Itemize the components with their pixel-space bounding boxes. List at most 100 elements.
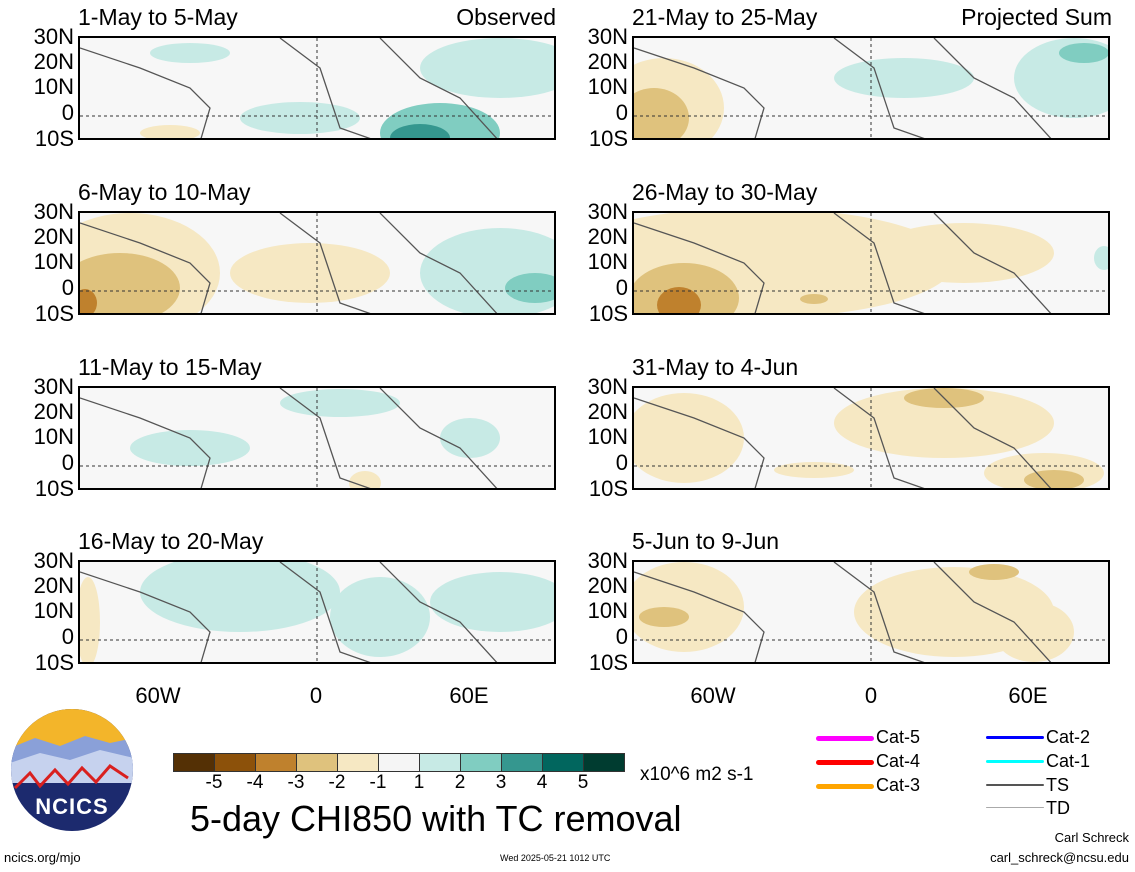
legend-line <box>816 760 874 765</box>
anomaly-field <box>80 38 554 138</box>
y-tick-label: 10S <box>588 301 628 326</box>
x-tick-label: 0 <box>864 683 878 708</box>
y-tick-label: 10N <box>587 74 628 99</box>
logo-graphic <box>11 709 133 831</box>
map-panel: 5-Jun to 9-Jun <box>632 528 1110 664</box>
x-tick-label: 0 <box>309 683 323 708</box>
map-panel: 21-May to 25-May Projected Sum <box>632 4 1112 140</box>
colorbar-tick: 2 <box>454 772 466 793</box>
main-title: 5-day CHI850 with TC removal <box>190 798 682 839</box>
colorbar-tick: 1 <box>413 772 425 793</box>
y-tick-label: 10N <box>587 598 628 623</box>
legend-line <box>986 807 1044 808</box>
panel-title: 11-May to 15-May <box>78 354 262 380</box>
anomaly-field <box>634 38 1108 138</box>
colorbar-tick: 4 <box>536 772 548 793</box>
legend-label: Cat-1 <box>1046 751 1091 771</box>
panel-title: 1-May to 5-May <box>78 4 238 30</box>
footer-email: carl_schreck@ncsu.edu <box>990 850 1129 865</box>
colorbar-cell <box>378 753 420 772</box>
footer-url: ncics.org/mjo <box>4 850 81 865</box>
anomaly-field <box>80 388 554 488</box>
anomaly-field <box>634 213 1108 313</box>
y-tick-label: 30N <box>587 374 628 399</box>
map-plot <box>632 386 1110 490</box>
y-tick-label: 10N <box>587 249 628 274</box>
colorbar-cell <box>337 753 379 772</box>
legend-line <box>816 784 874 789</box>
panel-tag: Observed <box>456 4 556 30</box>
y-tick-label: 0 <box>615 100 628 125</box>
y-tick-label: 10N <box>33 598 74 623</box>
y-tick-label: 10S <box>588 650 628 675</box>
legend-label: Cat-2 <box>1046 727 1091 747</box>
x-tick-label: 60W <box>690 683 736 708</box>
map-panel: 11-May to 15-May <box>78 354 556 490</box>
legend-line <box>986 736 1044 739</box>
legend-line <box>986 784 1044 786</box>
map-plot <box>78 211 556 315</box>
y-tick-label: 30N <box>33 548 74 573</box>
y-tick-label: 0 <box>615 275 628 300</box>
colorbar-tick: -4 <box>246 772 264 793</box>
y-tick-label: 20N <box>587 573 628 598</box>
panel-title: 26-May to 30-May <box>632 179 818 205</box>
map-plot <box>78 386 556 490</box>
panel-title: 16-May to 20-May <box>78 528 264 554</box>
panel-title: 21-May to 25-May <box>632 4 818 30</box>
legend-label: TS <box>1046 775 1070 795</box>
x-tick-label: 60E <box>1008 683 1048 708</box>
map-panel: 1-May to 5-May Observed <box>78 4 556 140</box>
colorbar-cell <box>419 753 461 772</box>
y-tick-label: 30N <box>33 199 74 224</box>
y-tick-label: 20N <box>33 573 74 598</box>
y-tick-label: 0 <box>615 450 628 475</box>
y-tick-label: 20N <box>587 49 628 74</box>
colorbar-cell <box>583 753 625 772</box>
panel-title: 5-Jun to 9-Jun <box>632 528 780 554</box>
colorbar-cell <box>542 753 584 772</box>
map-plot <box>78 560 556 664</box>
colorbar-cell <box>255 753 297 772</box>
colorbar-tick: -5 <box>205 772 223 793</box>
y-tick-label: 0 <box>61 450 74 475</box>
y-tick-label: 30N <box>587 548 628 573</box>
map-plot <box>632 36 1110 140</box>
y-tick-label: 30N <box>587 24 628 49</box>
colorbar-tick: -3 <box>287 772 305 793</box>
legend-label: TD <box>1046 798 1070 818</box>
anomaly-field <box>634 562 1108 662</box>
map-plot <box>632 560 1110 664</box>
y-tick-label: 0 <box>61 100 74 125</box>
anomaly-field <box>634 388 1108 488</box>
map-panel: 6-May to 10-May <box>78 179 556 315</box>
y-tick-label: 30N <box>587 199 628 224</box>
y-tick-label: 10S <box>34 476 74 501</box>
y-tick-label: 0 <box>61 275 74 300</box>
map-panel: 16-May to 20-May <box>78 528 556 664</box>
y-tick-label: 10S <box>34 126 74 151</box>
y-tick-label: 20N <box>33 399 74 424</box>
legend-line <box>986 760 1044 763</box>
y-tick-label: 30N <box>33 24 74 49</box>
footer-author: Carl Schreck <box>1054 830 1129 845</box>
map-panel: 26-May to 30-May <box>632 179 1110 315</box>
map-panel: 31-May to 4-Jun <box>632 354 1110 490</box>
ncics-logo: NCICS <box>10 708 134 832</box>
y-tick-label: 0 <box>61 624 74 649</box>
y-tick-label: 10N <box>33 424 74 449</box>
colorbar-tick: 5 <box>577 772 589 793</box>
legend-label: Cat-4 <box>876 751 921 771</box>
y-tick-label: 10N <box>33 74 74 99</box>
logo-text: NCICS <box>35 794 109 819</box>
y-tick-label: 10S <box>34 301 74 326</box>
colorbar-cell <box>460 753 502 772</box>
panel-tag: Projected Sum <box>961 4 1112 30</box>
colorbar-cell <box>296 753 338 772</box>
legend-label: Cat-5 <box>876 727 921 747</box>
y-tick-label: 20N <box>33 49 74 74</box>
map-plot <box>632 211 1110 315</box>
y-tick-label: 20N <box>587 399 628 424</box>
colorbar-cell <box>501 753 543 772</box>
x-tick-label: 60E <box>449 683 489 708</box>
